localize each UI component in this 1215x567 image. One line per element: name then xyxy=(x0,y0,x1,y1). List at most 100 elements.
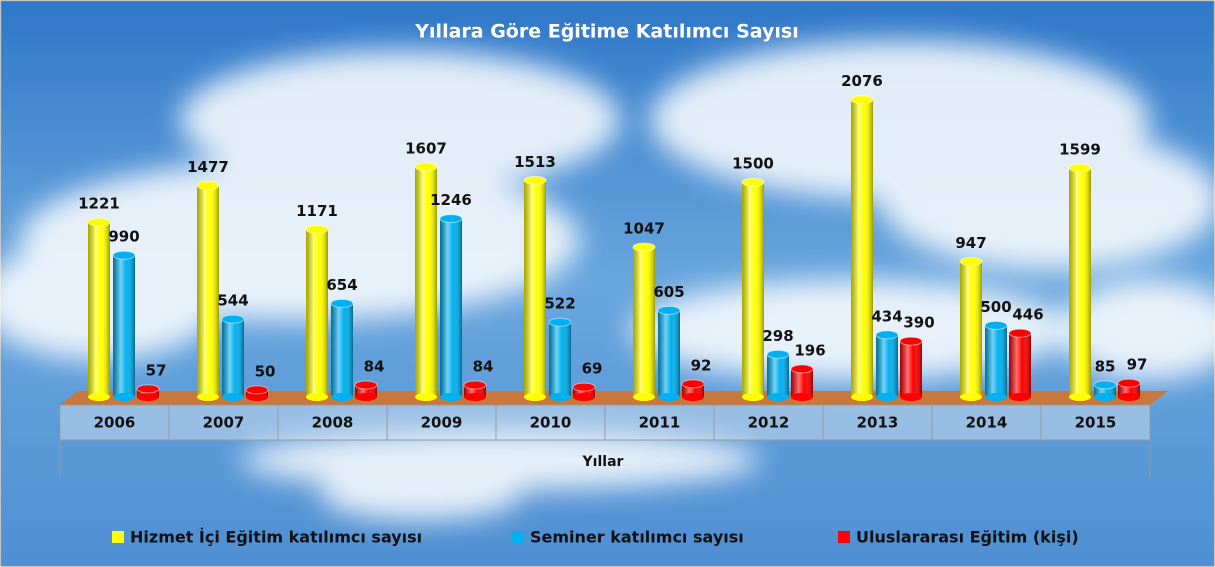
data-label: 522 xyxy=(544,295,575,313)
bar-base xyxy=(1069,393,1091,401)
bar-cap xyxy=(523,175,547,185)
x-tick-label: 2010 xyxy=(530,414,572,432)
bar-base xyxy=(742,393,764,401)
data-label: 390 xyxy=(903,314,934,332)
bar-shade xyxy=(113,255,135,397)
bar-base xyxy=(1009,393,1031,401)
bar-shade xyxy=(985,325,1007,397)
legend: Hizmet İçi Eğitim katılımcı sayısı Semine… xyxy=(112,528,1079,547)
legend-label: Hizmet İçi Eğitim katılımcı sayısı xyxy=(130,528,422,547)
x-tick-label: 2013 xyxy=(857,414,899,432)
data-label: 947 xyxy=(955,234,986,252)
bar-base xyxy=(573,393,595,401)
bar-base xyxy=(791,393,813,401)
bar-base xyxy=(113,393,135,401)
bar-cap xyxy=(632,242,656,252)
bar-cap xyxy=(899,336,923,346)
bar-shade xyxy=(876,334,898,397)
bar-base xyxy=(851,393,873,401)
data-label: 1246 xyxy=(430,191,472,209)
bar-base xyxy=(331,393,353,401)
data-label: 990 xyxy=(108,228,139,246)
data-label: 544 xyxy=(217,292,248,310)
bar-shade xyxy=(440,218,462,397)
bar-base xyxy=(682,393,704,401)
bar-shade xyxy=(851,99,873,397)
bar-shade xyxy=(960,261,982,397)
data-label: 85 xyxy=(1095,357,1116,375)
bar-cap xyxy=(1117,378,1141,388)
bar-base xyxy=(900,393,922,401)
data-label: 298 xyxy=(762,327,793,345)
bar-cap xyxy=(463,380,487,390)
bar-base xyxy=(960,393,982,401)
data-label: 1221 xyxy=(78,195,120,213)
data-label: 654 xyxy=(326,276,357,294)
legend-label: Seminer katılımcı sayısı xyxy=(530,528,744,547)
bar-cap xyxy=(305,224,329,234)
bar-base xyxy=(524,393,546,401)
bar-shade xyxy=(742,182,764,397)
bar-base xyxy=(415,393,437,401)
bar-cap xyxy=(87,217,111,227)
data-label: 84 xyxy=(473,357,494,375)
bar-shade xyxy=(549,322,571,397)
bar-cap xyxy=(766,349,790,359)
bar-cap xyxy=(548,317,572,327)
bar-shade xyxy=(524,180,546,397)
bar-base xyxy=(137,393,159,401)
bar-cap xyxy=(984,320,1008,330)
bar-base xyxy=(306,393,328,401)
bar-cap xyxy=(196,180,220,190)
bar-cap xyxy=(245,385,269,395)
x-tick-label: 2008 xyxy=(312,414,354,432)
bar-shade xyxy=(331,303,353,397)
bar-shade xyxy=(767,354,789,397)
bar-cap xyxy=(1093,380,1117,390)
bar-base xyxy=(440,393,462,401)
data-label: 57 xyxy=(146,361,167,379)
x-tick-label: 2012 xyxy=(748,414,790,432)
bar-shade xyxy=(573,387,595,397)
data-label: 1500 xyxy=(732,155,774,173)
data-label: 446 xyxy=(1012,306,1043,324)
bar-shade xyxy=(791,368,813,397)
data-label: 1171 xyxy=(296,202,338,220)
bar-cap xyxy=(790,364,814,374)
data-label: 1477 xyxy=(187,158,229,176)
bar-cap xyxy=(1008,328,1032,338)
data-label: 69 xyxy=(582,360,603,378)
x-axis-title: Yıllar xyxy=(582,454,624,470)
bar-shade xyxy=(900,341,922,397)
bar-cap xyxy=(657,305,681,315)
bar-cap xyxy=(330,298,354,308)
data-label: 84 xyxy=(364,357,385,375)
bar-cap xyxy=(741,177,765,187)
legend-swatch xyxy=(838,531,850,543)
x-tick-label: 2009 xyxy=(421,414,463,432)
x-tick-label: 2006 xyxy=(94,414,136,432)
data-label: 97 xyxy=(1127,356,1148,374)
data-label: 605 xyxy=(653,283,684,301)
bar-base xyxy=(876,393,898,401)
bar-shade xyxy=(1009,333,1031,397)
bar-base xyxy=(767,393,789,401)
bar-base xyxy=(633,393,655,401)
legend-swatch xyxy=(512,531,524,543)
data-label: 1599 xyxy=(1059,141,1101,159)
bar-cap xyxy=(136,384,160,394)
x-tick-label: 2007 xyxy=(203,414,245,432)
x-tick-label: 2011 xyxy=(639,414,681,432)
bar-shade xyxy=(88,222,110,397)
data-label: 2076 xyxy=(841,72,883,90)
data-label: 1607 xyxy=(405,139,447,157)
bar-cap xyxy=(850,95,874,105)
bar-cap xyxy=(414,162,438,172)
bar-base xyxy=(658,393,680,401)
data-label: 50 xyxy=(255,362,276,380)
bar-cap xyxy=(572,382,596,392)
bar-base xyxy=(197,393,219,401)
bar-base xyxy=(549,393,571,401)
bar-base xyxy=(985,393,1007,401)
